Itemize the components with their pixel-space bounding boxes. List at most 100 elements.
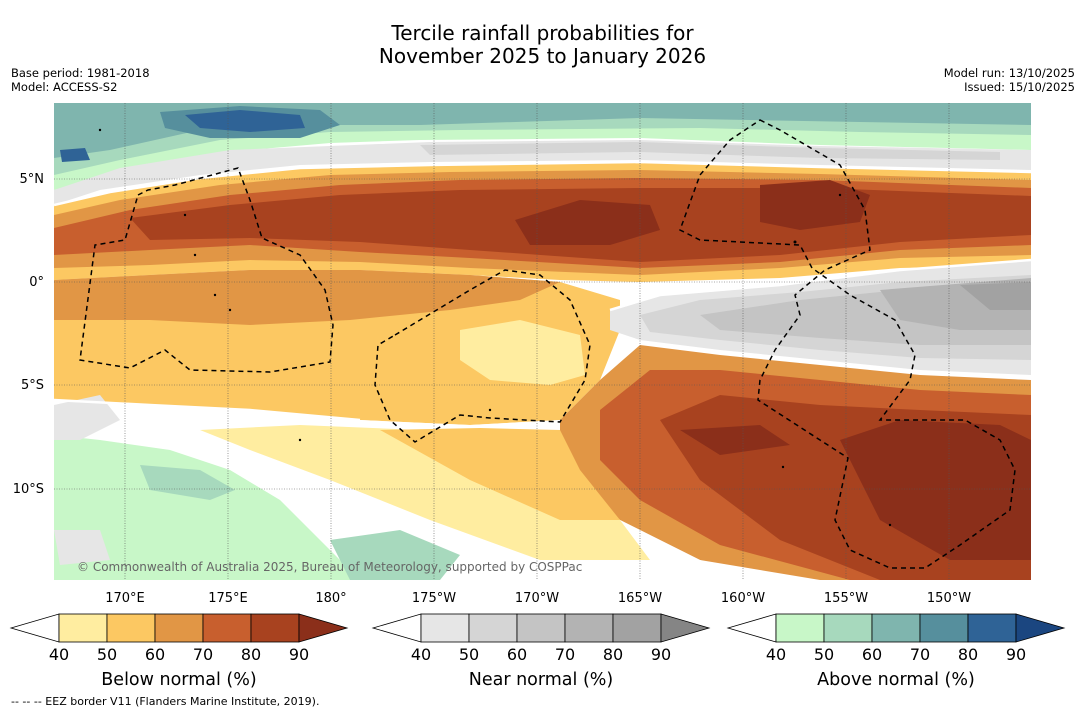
colorbar-below-over (298, 613, 349, 643)
colorbar-near-over (660, 613, 711, 643)
near-normal-southwest-patch (54, 395, 120, 440)
graticule (54, 103, 1031, 580)
colorbar-tick-label: 40 (411, 645, 431, 664)
title-line-2: November 2025 to January 2026 (378, 44, 707, 68)
colorbar-tick-label: 70 (555, 645, 575, 664)
colorbar-above-over (1015, 613, 1066, 643)
lat-axis: 5°N 0° 5°S 10°S (13, 172, 44, 497)
colorbar-near-under (371, 613, 422, 643)
lon-label-170e: 170°E (105, 591, 145, 606)
contour-line-north (54, 160, 1031, 207)
lon-label-180: 180° (315, 591, 346, 606)
issued-date: Issued: 15/10/2025 (964, 80, 1075, 94)
colorbar-above-segment (919, 613, 969, 643)
base-period: Base period: 1981-2018 (11, 66, 150, 80)
colorbar-above-label: Above normal (%) (817, 670, 975, 690)
colorbar-above-segment (775, 613, 825, 643)
contour-line-southwest (54, 398, 361, 422)
contour-line-east (609, 258, 1031, 312)
meta-left: Base period: 1981-2018 Model: ACCESS-S2 (11, 66, 150, 94)
lon-label-170w: 170°W (515, 591, 559, 606)
colorbar-tick-label: 50 (97, 645, 117, 664)
colorbar-near-segment (564, 613, 614, 643)
colorbar-tick-label: 70 (193, 645, 213, 664)
lat-label-5s: 5°S (21, 378, 44, 393)
colorbar-tick-label: 60 (507, 645, 527, 664)
map-panel[interactable]: © Commonwealth of Australia 2025, Bureau… (54, 103, 1031, 580)
colorbar-below-segment (106, 613, 156, 643)
model-name: Model: ACCESS-S2 (11, 80, 118, 94)
colorbar-near-label: Near normal (%) (469, 670, 614, 690)
colorbar-below-under (9, 613, 60, 643)
eez-border-tokelau[interactable] (374, 269, 591, 443)
below-normal-south-90 (840, 420, 1031, 560)
colorbar-tick-label: 90 (651, 645, 671, 664)
colorbar-near-segment (516, 613, 566, 643)
below-normal-north-90b (760, 180, 870, 230)
legend-colorbars: 40 50 60 70 80 90 Below normal (%) 40 50 60 70 80 90… (9, 613, 1066, 690)
lat-label-10s: 10°S (13, 482, 44, 497)
colorbar-near: 40 50 60 70 80 90 Near normal (%) (371, 613, 711, 690)
lon-label-175w: 175°W (412, 591, 456, 606)
eez-border-kiribati-gilbert[interactable] (79, 167, 334, 373)
near-normal-east-80 (960, 282, 1031, 310)
title-line-1: Tercile rainfall probabilities for (391, 21, 694, 45)
near-normal-southwest-patch-b (54, 530, 110, 565)
colorbar-tick-label: 90 (289, 645, 309, 664)
colorbar-tick-label: 80 (603, 645, 623, 664)
island (298, 438, 302, 442)
island (183, 213, 187, 217)
lon-label-175e: 175°E (208, 591, 248, 606)
meta-right: Model run: 13/10/2025 Issued: 15/10/2025 (944, 66, 1075, 94)
colorbar-tick-label: 80 (241, 645, 261, 664)
eez-border-line-islands[interactable] (679, 119, 1016, 569)
island (98, 128, 102, 132)
eez-footnote: -- -- -- EEZ border V11 (Flanders Marine… (11, 695, 320, 708)
above-normal-north-80 (185, 110, 305, 132)
island (488, 408, 492, 412)
colorbar-tick-label: 60 (145, 645, 165, 664)
colorbar-below-segment (58, 613, 108, 643)
below-normal-north-90a (515, 200, 660, 245)
near-normal-north-50 (420, 142, 1000, 160)
island (228, 308, 232, 312)
above-normal-southwest-band (54, 435, 360, 580)
colorbar-above-under (726, 613, 777, 643)
island (213, 293, 217, 297)
colorbar-tick-label: 40 (766, 645, 786, 664)
islands (98, 128, 892, 527)
chart-title: Tercile rainfall probabilities for Novem… (0, 22, 1085, 68)
above-normal-north-80b (60, 148, 90, 162)
below-normal-central-40 (460, 320, 585, 385)
above-normal-southwest-50b (330, 530, 460, 580)
island (888, 523, 892, 527)
model-run: Model run: 13/10/2025 (943, 66, 1075, 80)
colorbar-near-segment (468, 613, 518, 643)
lon-label-150w: 150°W (927, 591, 971, 606)
colorbar-above-segment (871, 613, 921, 643)
lon-label-165w: 165°W (618, 591, 662, 606)
colorbar-near-segment (420, 613, 470, 643)
colorbar-below: 40 50 60 70 80 90 Below normal (%) (9, 613, 349, 690)
below-normal-southwest-50 (380, 428, 620, 520)
copyright-notice: © Commonwealth of Australia 2025, Bureau… (77, 560, 582, 574)
colorbar-below-segment (202, 613, 252, 643)
colorbar-tick-label: 90 (1006, 645, 1026, 664)
colorbar-tick-label: 60 (862, 645, 882, 664)
colorbar-tick-label: 80 (958, 645, 978, 664)
colorbar-above: 40 50 60 70 80 90 Above normal (%) (726, 613, 1066, 690)
colorbar-near-segment (612, 613, 662, 643)
lon-axis: 170°E 175°E 180° 175°W 170°W 165°W 160°W… (105, 591, 971, 606)
colorbar-tick-label: 50 (459, 645, 479, 664)
colorbar-below-label: Below normal (%) (101, 670, 256, 690)
lon-label-160w: 160°W (721, 591, 765, 606)
colorbar-tick-label: 50 (814, 645, 834, 664)
below-normal-south-90b (680, 425, 790, 455)
colorbar-below-segment (154, 613, 204, 643)
island (193, 253, 197, 257)
above-normal-southwest-50a (140, 465, 235, 500)
island (793, 240, 797, 244)
island (838, 193, 842, 197)
eez-borders (79, 119, 1016, 569)
